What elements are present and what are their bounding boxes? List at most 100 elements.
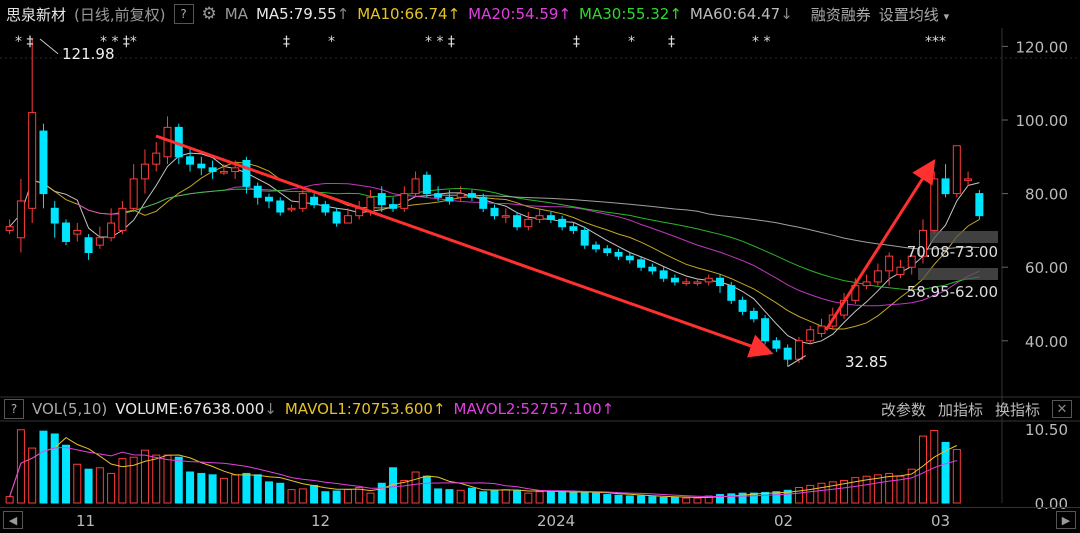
volume-tick-label: 10.50 (1025, 421, 1068, 439)
candle-down (434, 193, 443, 198)
ma30-value: MA30:55.32↑ (579, 5, 682, 23)
low-pointer (787, 355, 806, 367)
candle-down (253, 185, 262, 198)
volume-bar (479, 491, 488, 504)
volume-bar (355, 487, 364, 504)
volume-bar (952, 448, 961, 504)
volume-bar (186, 471, 195, 504)
volume-bar (310, 484, 319, 504)
volume-bar (794, 487, 803, 504)
volume-bar (772, 491, 781, 504)
candle-down (591, 244, 600, 250)
volume-bar (670, 496, 679, 504)
volume-bar (332, 490, 341, 504)
candle-up (118, 207, 127, 231)
volume-bar (513, 489, 522, 504)
candle-down (377, 193, 386, 206)
volume-bar (659, 496, 668, 504)
volume-bar (39, 430, 48, 504)
volume-bar (73, 463, 82, 504)
downtrend-arrow (155, 134, 774, 358)
volume-bar (896, 475, 905, 504)
scroll-left-icon[interactable]: ◀ (3, 511, 23, 529)
volume-bar (941, 441, 950, 504)
add-indicator-button[interactable]: 加指标 (937, 400, 983, 419)
candle-down (603, 248, 612, 253)
scroll-right-icon[interactable]: ▶ (1056, 511, 1076, 529)
volume-bar (95, 467, 104, 504)
candle-down (422, 174, 431, 195)
candle-up (411, 178, 420, 195)
volume-bar (738, 492, 747, 504)
volume-help-icon[interactable]: ? (4, 399, 24, 419)
event-marker: * (628, 34, 635, 50)
help-icon[interactable]: ? (173, 4, 194, 24)
candle-down (659, 270, 668, 279)
event-marker: * (328, 34, 335, 50)
volume-bar (50, 433, 59, 504)
volume-bar (253, 474, 262, 504)
candle-down (941, 178, 950, 195)
volume-bar (591, 492, 600, 504)
candle-up (885, 255, 894, 272)
swap-indicator-button[interactable]: 换指标 (994, 400, 1040, 419)
candle-up (73, 229, 82, 235)
volume-bar (558, 490, 567, 504)
volume-bar (806, 484, 815, 504)
candle-up (862, 281, 871, 287)
price-tick-label: 120.00 (1016, 38, 1069, 56)
candle-down (264, 196, 273, 202)
volume-bar (885, 472, 894, 504)
volume-bar (535, 491, 544, 504)
candle-down (738, 299, 747, 312)
candle-up (456, 193, 465, 198)
margin-trading-button[interactable]: 融资融券 (810, 5, 871, 24)
change-params-button[interactable]: 改参数 (880, 400, 926, 419)
ma-label: MA (224, 5, 248, 23)
ma10-value: MA10:66.74↑ (357, 5, 461, 23)
resistance-zone-band (930, 231, 998, 243)
volume-bar (467, 487, 476, 504)
volume-bar (343, 489, 352, 504)
candle-down (569, 226, 578, 231)
volume-bar (264, 481, 273, 504)
candle-up (535, 215, 544, 220)
candle-up (918, 229, 927, 257)
ma20-line (77, 183, 980, 307)
stock-name[interactable]: 思泉新材 (6, 5, 67, 24)
close-icon[interactable]: ✕ (1052, 400, 1072, 418)
time-axis: ◀ 11 12 2024 02 03 ▶ (0, 507, 1080, 533)
candle-up (231, 167, 240, 173)
volume-bar (276, 482, 285, 504)
candle-down (389, 204, 398, 209)
candle-down (558, 218, 567, 228)
high-pointer (39, 38, 59, 55)
volume-bar (828, 481, 837, 504)
mavol1-arrow-icon: ↑ (432, 400, 446, 418)
volume-bar (501, 489, 510, 504)
volume-bar (603, 494, 612, 504)
volume-bar (231, 474, 240, 504)
candle-down (546, 215, 555, 220)
volume-bar (907, 468, 916, 504)
caret-down-icon: ▾ (943, 9, 950, 23)
chart-mode[interactable]: (日线,前复权) (74, 5, 166, 24)
x-label-mar: 03 (931, 512, 951, 530)
volume-bar (219, 477, 228, 504)
volume-bar (851, 477, 860, 504)
ma-settings-button[interactable]: 设置均线 ▾ (878, 5, 950, 24)
mavol5-line (9, 436, 958, 499)
volume-header-bar: ? VOL(5,10) VOLUME:67638.000↓ MAVOL1:707… (0, 397, 1080, 421)
volume-value: VOLUME:67638.000↓ (115, 400, 277, 418)
volume-bar (490, 489, 499, 504)
gear-icon[interactable]: ⚙ (201, 4, 217, 24)
candle-up (400, 193, 409, 209)
volume-bar (445, 489, 454, 504)
candle-up (682, 281, 691, 284)
volume-bar (287, 489, 296, 504)
candle-down (716, 277, 725, 287)
volume-bar (208, 474, 217, 504)
volume-bar (727, 493, 736, 504)
volume-bar (524, 492, 533, 504)
